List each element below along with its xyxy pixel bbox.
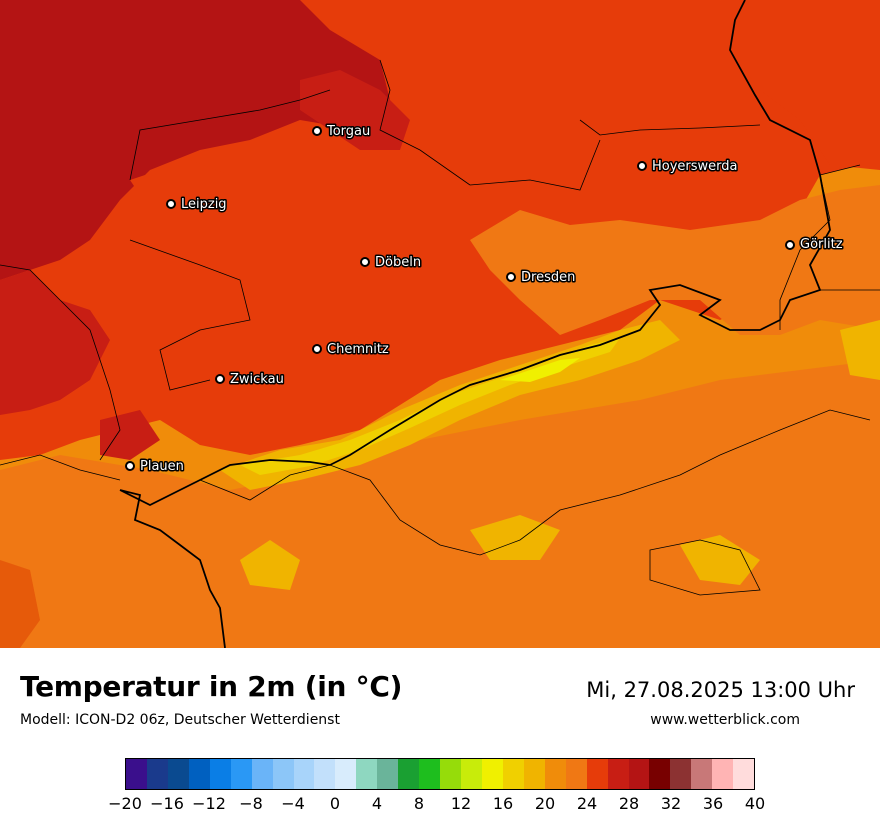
legend-tick-label: 4: [371, 794, 383, 813]
district-boundaries: [0, 59, 880, 596]
temp-field-28: [0, 0, 390, 280]
legend-swatch: [461, 759, 482, 789]
city-label: Zwickau: [230, 372, 284, 387]
legend-swatch: [628, 759, 650, 789]
legend-tick-label: −8: [239, 794, 263, 813]
legend-tick-label: 40: [744, 794, 766, 813]
legend-tick-label: 12: [450, 794, 472, 813]
legend-tick-label: −20: [108, 794, 142, 813]
map-title: Temperatur in 2m (in °C): [20, 670, 403, 703]
legend-swatch: [293, 759, 315, 789]
city-marker: [312, 344, 322, 354]
legend-swatch: [502, 759, 524, 789]
city-torgau: Torgau: [312, 123, 372, 141]
city-label: Torgau: [326, 124, 370, 139]
city-chemnitz: Chemnitz: [312, 341, 390, 359]
temp-field-28-west: [0, 270, 110, 415]
temp-field-28-blob: [300, 70, 410, 150]
temperature-map: Torgau Hoyerswerda Leipzig Görlitz Döbel…: [0, 0, 880, 648]
city-marker: [312, 126, 322, 136]
temperature-map-svg: Torgau Hoyerswerda Leipzig Görlitz Döbel…: [0, 0, 880, 648]
temp-field-14: [500, 358, 580, 382]
legend-swatch: [377, 759, 399, 789]
legend-swatch: [544, 759, 566, 789]
website-link[interactable]: www.wetterblick.com: [650, 712, 800, 728]
color-legend: [125, 758, 755, 790]
legend-ticks: −20 −16 −12 −8 −4 0 4 8 12 16 20 24 28 32 36 40: [0, 794, 880, 818]
legend-tick-label: 24: [576, 794, 598, 813]
temp-field-18-east: [840, 320, 880, 380]
legend-swatch: [398, 759, 420, 789]
city-hoyerswerda: Hoyerswerda: [637, 158, 739, 176]
legend-swatch: [314, 759, 336, 789]
legend-tick-label: 28: [618, 794, 640, 813]
city-label: Döbeln: [375, 255, 421, 270]
model-source: Modell: ICON-D2 06z, Deutscher Wetterdie…: [20, 712, 340, 728]
legend-swatch: [691, 759, 713, 789]
legend-tick-label: −16: [150, 794, 184, 813]
city-label: Görlitz: [800, 237, 843, 252]
legend-tick-label: 20: [534, 794, 556, 813]
legend-swatch: [188, 759, 210, 789]
legend-swatch: [272, 759, 294, 789]
legend-swatch: [146, 759, 168, 789]
legend-tick-label: 36: [702, 794, 724, 813]
temp-field-22-east: [470, 185, 880, 335]
legend-swatch: [670, 759, 692, 789]
legend-swatch: [251, 759, 273, 789]
legend-tick-label: 8: [413, 794, 425, 813]
legend-swatch: [230, 759, 252, 789]
city-leipzig: Leipzig: [166, 196, 228, 214]
legend-swatch: [649, 759, 671, 789]
city-marker: [215, 374, 225, 384]
city-zwickau: Zwickau: [215, 371, 285, 389]
legend-swatch: [335, 759, 357, 789]
legend-swatch: [126, 759, 147, 789]
legend-tick-label: −12: [192, 794, 226, 813]
temp-field-22-south: [0, 560, 40, 648]
city-label: Dresden: [521, 270, 575, 285]
city-marker: [360, 257, 370, 267]
legend-swatch: [356, 759, 378, 789]
national-border: [119, 0, 831, 648]
temp-field-18-south: [240, 540, 300, 590]
legend-swatch: [209, 759, 231, 789]
legend-swatch: [712, 759, 734, 789]
map-footer: Temperatur in 2m (in °C) Modell: ICON-D2…: [0, 648, 880, 830]
city-label: Hoyerswerda: [652, 159, 738, 174]
city-label: Chemnitz: [327, 342, 389, 357]
legend-tick-label: 0: [329, 794, 341, 813]
temp-field-18-center: [470, 515, 560, 560]
legend-swatch: [565, 759, 587, 789]
legend-swatch: [586, 759, 608, 789]
legend-swatch: [440, 759, 461, 789]
city-marker: [637, 161, 647, 171]
city-label: Plauen: [140, 459, 184, 474]
city-marker: [125, 461, 135, 471]
legend-swatch: [481, 759, 503, 789]
forecast-datetime: Mi, 27.08.2025 13:00 Uhr: [586, 678, 855, 702]
city-label: Leipzig: [181, 197, 227, 212]
city-doebeln: Döbeln: [360, 254, 423, 272]
city-goerlitz: Görlitz: [785, 236, 844, 254]
temp-field-24-ne: [720, 0, 880, 170]
legend-tick-label: 32: [660, 794, 682, 813]
legend-swatch: [607, 759, 629, 789]
city-marker: [506, 272, 516, 282]
legend-swatch: [167, 759, 189, 789]
legend-tick-label: −4: [281, 794, 305, 813]
city-dresden: Dresden: [506, 269, 577, 287]
city-marker: [166, 199, 176, 209]
legend-swatch: [733, 759, 755, 789]
city-marker: [785, 240, 795, 250]
temp-field-18-right: [680, 535, 760, 585]
legend-tick-label: 16: [492, 794, 514, 813]
temp-field-28-blob2: [100, 410, 160, 460]
legend-swatch: [523, 759, 545, 789]
temp-field-22: [0, 360, 880, 648]
temp-field-24-spot: [130, 160, 240, 215]
legend-swatch: [419, 759, 441, 789]
city-plauen: Plauen: [125, 458, 185, 476]
